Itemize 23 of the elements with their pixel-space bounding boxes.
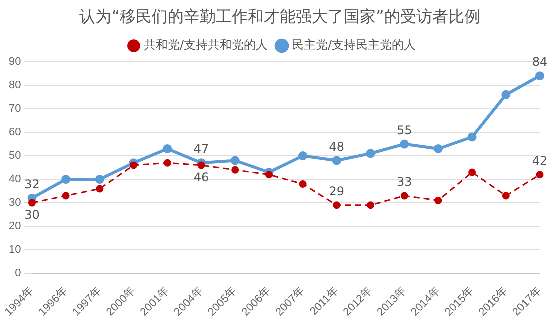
- y-tick-label: 50: [8, 150, 22, 162]
- y-tick-label: 60: [8, 126, 22, 139]
- chart-title: 认为“移民们的辛勤工作和才能强大了国家”的受访者比例: [78, 6, 482, 28]
- data-label: 46: [194, 170, 210, 185]
- y-tick-label: 0: [15, 268, 22, 280]
- y-tick-label: 10: [8, 244, 22, 256]
- y-tick-label: 90: [8, 56, 22, 68]
- data-label: 33: [396, 175, 412, 190]
- y-tick-label: 80: [8, 80, 22, 92]
- data-label: 48: [329, 140, 345, 154]
- y-tick-label: 30: [8, 197, 22, 210]
- data-label: 32: [24, 177, 40, 192]
- data-label: 84: [532, 55, 548, 70]
- y-tick-label: 20: [8, 220, 22, 233]
- data-label: 55: [396, 123, 412, 138]
- legend-label: 共和党/支持共和党的人: [144, 38, 268, 52]
- legend-label: 民主党/支持民主党的人: [292, 38, 416, 52]
- data-label: 42: [532, 154, 548, 168]
- data-label: 29: [329, 184, 345, 199]
- y-tick-label: 70: [8, 103, 22, 116]
- y-tick-label: 40: [8, 174, 22, 186]
- data-label: 30: [24, 208, 40, 222]
- data-label: 47: [194, 142, 210, 156]
